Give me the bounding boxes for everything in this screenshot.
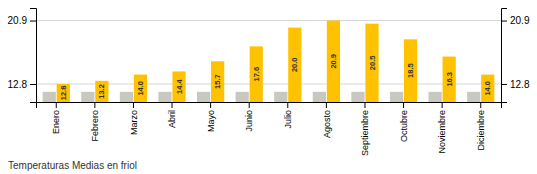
bar bbox=[274, 92, 287, 102]
tick-label: Junio bbox=[244, 110, 254, 132]
chart-svg: 12.8 13.2 14.0 14.4 15.7 17.6 20.0 20.9 20.5 18.5… bbox=[0, 0, 537, 174]
bar bbox=[172, 71, 185, 102]
tick-label: Febrero bbox=[90, 110, 100, 142]
tick-label: 12.8 bbox=[510, 79, 530, 90]
data-label: 15.7 bbox=[213, 74, 222, 89]
data-label: 20.0 bbox=[290, 57, 299, 72]
tick-label: Enero bbox=[51, 110, 61, 134]
axis-line bbox=[30, 9, 37, 103]
grid bbox=[36, 21, 501, 84]
tick-label: Septiembre bbox=[360, 110, 370, 156]
tick-mark bbox=[326, 102, 327, 108]
tick: Abril bbox=[167, 102, 177, 128]
tick-mark bbox=[287, 102, 288, 108]
data-label: 14.0 bbox=[136, 81, 145, 96]
bars bbox=[43, 21, 495, 102]
axis-line bbox=[37, 103, 502, 109]
bar bbox=[404, 39, 417, 102]
data-label: 16.3 bbox=[445, 72, 454, 87]
tick-label: Julio bbox=[283, 110, 293, 129]
y-axis-left: 12.8 20.9 bbox=[8, 9, 37, 103]
data-label: 18.5 bbox=[406, 63, 415, 78]
tick-mark bbox=[364, 102, 365, 108]
tick-label: Abril bbox=[167, 110, 177, 128]
title: Temperaturas Medias en friol bbox=[8, 160, 137, 171]
bar bbox=[120, 92, 133, 102]
bar bbox=[236, 92, 249, 102]
tick-label: 12.8 bbox=[8, 79, 28, 90]
tick-label: Marzo bbox=[129, 110, 139, 135]
tick-mark bbox=[133, 102, 134, 108]
bar bbox=[81, 92, 94, 102]
bar bbox=[467, 92, 480, 102]
data-label: 12.8 bbox=[59, 86, 68, 101]
data-label: 20.5 bbox=[368, 56, 377, 71]
tick-mark bbox=[172, 102, 173, 108]
tick-label: Agosto bbox=[322, 110, 332, 138]
tick-label: 20.9 bbox=[8, 15, 28, 26]
bar bbox=[327, 21, 340, 102]
tick-label: 20.9 bbox=[510, 15, 530, 26]
data-label: 14.4 bbox=[175, 79, 184, 94]
tick: Septiembre bbox=[360, 102, 370, 156]
data-label: 13.2 bbox=[97, 84, 106, 99]
tick: Julio bbox=[283, 102, 293, 129]
tick: Junio bbox=[244, 102, 254, 132]
bar bbox=[429, 92, 442, 102]
tick: Octubre bbox=[399, 102, 409, 142]
tick-mark bbox=[249, 102, 250, 108]
data-label: 20.9 bbox=[329, 54, 338, 69]
tick-mark bbox=[94, 102, 95, 108]
tick: 20.9 bbox=[8, 15, 36, 26]
tick: 20.9 bbox=[501, 15, 530, 26]
tick-mark bbox=[30, 84, 36, 85]
tick-mark bbox=[210, 102, 211, 108]
tick: Marzo bbox=[129, 102, 139, 135]
tick-mark bbox=[501, 21, 507, 22]
tick-label: Noviembre bbox=[437, 110, 447, 154]
bar bbox=[197, 92, 210, 102]
tick-mark bbox=[30, 21, 36, 22]
tick-mark bbox=[501, 84, 507, 85]
bar bbox=[134, 75, 147, 102]
tick-label: Diciembre bbox=[476, 110, 486, 151]
bar bbox=[95, 81, 108, 102]
tick: Diciembre bbox=[476, 102, 486, 151]
bar bbox=[390, 92, 403, 102]
data-label: 17.6 bbox=[252, 67, 261, 82]
tick: 12.8 bbox=[501, 79, 530, 90]
tick: 12.8 bbox=[8, 79, 36, 90]
bar bbox=[313, 92, 326, 102]
tick-mark bbox=[56, 102, 57, 108]
bar bbox=[351, 92, 364, 102]
bar bbox=[365, 24, 378, 102]
tick-label: Octubre bbox=[399, 110, 409, 142]
tick: Enero bbox=[51, 102, 61, 134]
bar bbox=[250, 46, 263, 102]
bar bbox=[57, 84, 70, 102]
data-labels: 12.8 13.2 14.0 14.4 15.7 17.6 20.0 20.9 20.5 18.5… bbox=[59, 54, 492, 100]
bar bbox=[158, 92, 171, 102]
bar bbox=[443, 57, 456, 102]
tick-mark bbox=[480, 102, 481, 108]
bar bbox=[43, 92, 56, 102]
tick-mark bbox=[403, 102, 404, 108]
grid-line bbox=[36, 20, 501, 21]
tick-label: Mayo bbox=[206, 110, 216, 132]
y-axis-right: 12.8 20.9 bbox=[501, 9, 530, 103]
bar bbox=[288, 28, 301, 102]
data-label: 14.0 bbox=[483, 81, 492, 96]
axis-line bbox=[502, 9, 508, 103]
tick: Febrero bbox=[90, 102, 100, 142]
tick: Noviembre bbox=[437, 102, 447, 154]
chart-container: 12.8 13.2 14.0 14.4 15.7 17.6 20.0 20.9 20.5 18.5… bbox=[0, 0, 537, 174]
x-axis: Enero Febrero Marzo Abril Mayo Junio Julio Agos… bbox=[37, 102, 502, 156]
tick: Agosto bbox=[322, 102, 332, 138]
bar bbox=[211, 61, 224, 102]
tick-mark bbox=[442, 102, 443, 108]
bar bbox=[481, 75, 494, 102]
tick: Mayo bbox=[206, 102, 216, 132]
